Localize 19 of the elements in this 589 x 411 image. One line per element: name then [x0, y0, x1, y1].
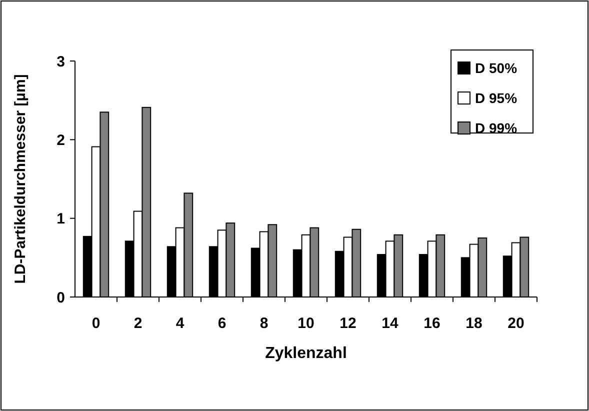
x-tick-label: 12: [340, 315, 356, 332]
x-tick-label: 18: [466, 315, 482, 332]
y-tick-label: 0: [56, 289, 65, 306]
y-tick-label: 1: [56, 210, 65, 228]
x-tick-label: 4: [176, 315, 185, 332]
y-tick-label: 2: [56, 132, 65, 149]
x-tick-label: 6: [218, 315, 226, 332]
y-tick-label: 3: [56, 53, 65, 70]
x-tick-label: 8: [260, 315, 268, 332]
x-tick-label: 10: [298, 315, 314, 332]
y-axis-title: LD-Partikeldurchmesser [µm]: [12, 74, 29, 284]
legend-label: D 50%: [475, 60, 518, 76]
legend-label: D 95%: [475, 90, 518, 106]
x-tick-label: 16: [424, 315, 440, 332]
x-tick-label: 0: [92, 315, 100, 332]
x-tick-label: 14: [382, 315, 399, 332]
x-tick-label: 20: [508, 315, 524, 332]
x-axis-title: Zyklenzahl: [265, 345, 347, 362]
x-tick-label: 2: [134, 315, 142, 332]
